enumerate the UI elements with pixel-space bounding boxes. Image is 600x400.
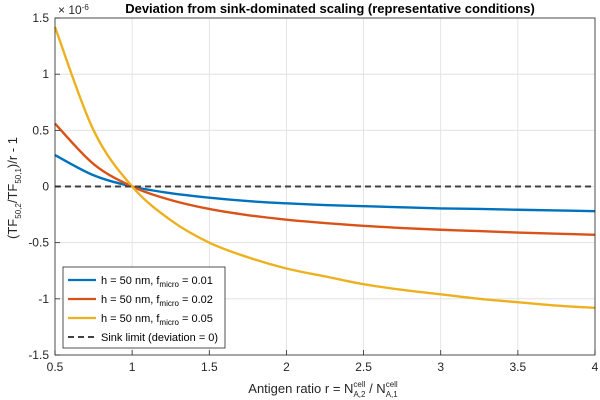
x-tick-label: 2.5 xyxy=(355,360,372,374)
ticks: 0.5 1 1.5 2 2.5 3 3.5 4 -1.5 -1 -0.5 0 0.5 1 1.5 xyxy=(28,11,598,374)
legend-label-2: h = 50 nm, fmicro = 0.02 xyxy=(101,294,213,308)
x-axis-label: Antigen ratio r = Ncell A,2 / Ncell A,1 xyxy=(248,380,398,399)
legend-label-4: Sink limit (deviation = 0) xyxy=(101,332,218,344)
series-line-3 xyxy=(53,26,596,310)
legend-label-3: h = 50 nm, fmicro = 0.05 xyxy=(101,313,213,327)
x-tick-label: 1 xyxy=(129,360,136,374)
y-exponent: × 10-6 xyxy=(58,3,89,17)
y-axis-label: (TF50,2/TF50,1)/r - 1 xyxy=(5,137,23,239)
legend-entry-4: Sink limit (deviation = 0) xyxy=(68,332,218,344)
x-tick-label: 3 xyxy=(437,360,444,374)
y-tick-label: 1 xyxy=(42,67,49,81)
legend: h = 50 nm, fmicro = 0.01 h = 50 nm, fmic… xyxy=(62,266,226,349)
series-layer xyxy=(53,26,596,310)
legend-entry-3: h = 50 nm, fmicro = 0.05 xyxy=(68,313,213,327)
series-line-2 xyxy=(54,122,596,236)
x-tick-label: 4 xyxy=(592,360,599,374)
x-tick-label: 3.5 xyxy=(510,360,527,374)
x-tick-label: 2 xyxy=(283,360,290,374)
legend-entry-1: h = 50 nm, fmicro = 0.01 xyxy=(68,275,213,289)
legend-entry-2: h = 50 nm, fmicro = 0.02 xyxy=(68,294,213,308)
y-tick-label: -1.5 xyxy=(28,348,49,362)
y-tick-label: -0.5 xyxy=(28,236,49,250)
y-tick-label: 0 xyxy=(42,180,49,194)
y-tick-label: -1 xyxy=(38,292,49,306)
chart-title: Deviation from sink-dominated scaling (r… xyxy=(125,1,535,16)
y-tick-label: 1.5 xyxy=(32,11,49,25)
series-line-1 xyxy=(54,153,596,213)
x-tick-label: 0.5 xyxy=(47,360,64,374)
y-tick-label: 0.5 xyxy=(32,123,49,137)
x-tick-label: 1.5 xyxy=(201,360,218,374)
legend-label-1: h = 50 nm, fmicro = 0.01 xyxy=(101,275,213,289)
